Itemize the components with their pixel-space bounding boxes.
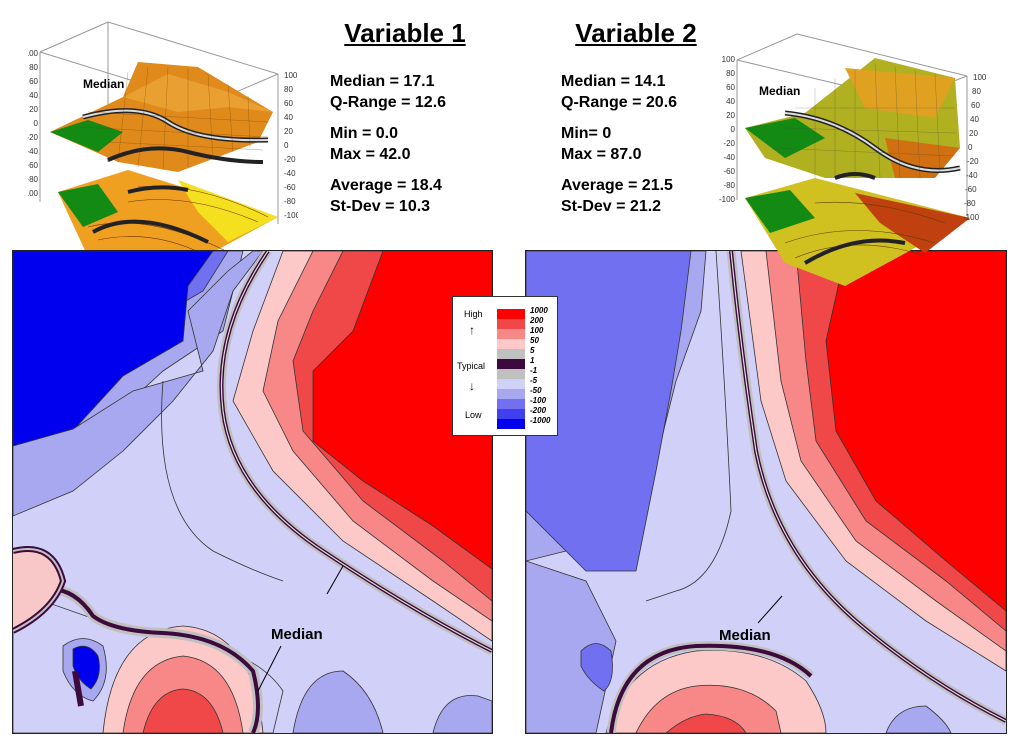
axis-tick-label: 40	[970, 115, 979, 124]
axis-tick-label: -60	[723, 167, 735, 176]
legend-high-label: High	[464, 309, 483, 319]
legend-value: 200	[530, 316, 544, 325]
legend-low-label: Low	[465, 410, 482, 420]
axis-tick-label: -80	[28, 175, 39, 184]
stats-variable-1: Variable 1 Median = 17.1 Q-Range = 12.6 …	[330, 18, 490, 217]
variable-1-min: Min = 0.0	[330, 125, 399, 142]
legend-swatch	[497, 339, 525, 349]
legend-value: -1	[530, 366, 538, 375]
variable-2-stdev: St-Dev = 21.2	[561, 198, 662, 215]
axis-tick-label: 40	[29, 91, 38, 100]
legend-value: -100	[530, 396, 547, 405]
surface-median-label: Median	[759, 84, 800, 98]
surface-thumbnail-variable-2: Median 100 80 60 40 20 0 -20 -40 -60 -80 -100 100 8…	[719, 33, 987, 286]
arrow-up-icon: ↑	[469, 323, 475, 337]
legend-value: 100	[530, 326, 544, 335]
axis-tick-label: -60	[284, 183, 296, 192]
legend-value: 1000	[530, 306, 548, 315]
axis-tick-label: -80	[964, 199, 976, 208]
legend-swatch	[497, 359, 525, 369]
contour-map-variable-1: Median	[12, 250, 493, 734]
surface-thumbnail-variable-1: Median 100 80 60 40 20 0 -20 -40 -60 -80 -100 100 8…	[28, 21, 298, 282]
axis-tick-label: -60	[965, 185, 977, 194]
axis-tick-label: 40	[284, 113, 293, 122]
axis-tick-label: -80	[723, 181, 735, 190]
map-2-median-label: Median	[719, 627, 771, 644]
axis-tick-label: 20	[726, 111, 735, 120]
axis-tick-label: -60	[28, 161, 39, 170]
surface-median-label: Median	[83, 77, 124, 91]
legend-value: -200	[530, 406, 547, 415]
legend-swatch	[497, 379, 525, 389]
legend-swatch	[497, 389, 525, 399]
legend-swatch	[497, 309, 525, 319]
axis-tick-label: 100	[284, 71, 298, 80]
variable-2-min: Min= 0	[561, 125, 612, 142]
legend-value: 1	[530, 356, 535, 365]
color-legend: High ↑ Typical ↓ Low 1000 200 100 50 5 1 -1 -5-…	[452, 296, 558, 436]
variable-1-title: Variable 1	[344, 18, 466, 48]
axis-tick-label: 40	[726, 97, 735, 106]
map-1-median-label: Median	[271, 626, 323, 643]
axis-tick-label: 80	[29, 63, 38, 72]
variable-1-qrange: Q-Range = 12.6	[330, 94, 447, 111]
legend-swatch	[497, 399, 525, 409]
axis-tick-label: 60	[284, 99, 293, 108]
legend-swatch	[497, 349, 525, 359]
axis-tick-label: -100	[284, 211, 298, 220]
axis-tick-label: -40	[284, 169, 296, 178]
legend-value: -1000	[530, 416, 551, 425]
arrow-down-icon: ↓	[469, 379, 475, 393]
legend-swatch	[497, 319, 525, 329]
axis-tick-label: -80	[284, 197, 296, 206]
axis-tick-label: -100	[28, 189, 39, 198]
axis-tick-label: 80	[972, 87, 981, 96]
axis-tick-label: -40	[28, 147, 39, 156]
stats-variable-2: Variable 2 Median = 14.1 Q-Range = 20.6 …	[561, 18, 721, 217]
axis-tick-label: 60	[971, 101, 980, 110]
axis-tick-label: -20	[28, 133, 39, 142]
axis-tick-label: 0	[731, 125, 736, 134]
legend-swatch	[497, 409, 525, 419]
axis-tick-label: 60	[726, 83, 735, 92]
axis-tick-label: -100	[963, 213, 980, 222]
axis-tick-label: -20	[723, 139, 735, 148]
axis-tick-label: 60	[29, 77, 38, 86]
variable-2-max: Max = 87.0	[561, 146, 642, 163]
contour-map-variable-2: Median	[525, 250, 1007, 734]
variable-2-title: Variable 2	[575, 18, 697, 48]
axis-tick-label: 80	[726, 69, 735, 78]
legend-value: -50	[530, 386, 542, 395]
legend-value: 5	[530, 346, 535, 355]
axis-tick-label: 20	[29, 105, 38, 114]
axis-tick-label: 0	[284, 141, 289, 150]
axis-tick-label: 100	[973, 73, 987, 82]
axis-tick-label: 20	[284, 127, 293, 136]
axis-tick-label: -40	[966, 171, 978, 180]
variable-1-max: Max = 42.0	[330, 146, 411, 163]
axis-tick-label: -40	[723, 153, 735, 162]
variable-1-median: Median = 17.1	[330, 73, 435, 90]
variable-2-median: Median = 14.1	[561, 73, 666, 90]
variable-1-average: Average = 18.4	[330, 177, 442, 194]
axis-tick-label: 100	[28, 49, 39, 58]
variable-2-average: Average = 21.5	[561, 177, 673, 194]
axis-tick-label: 100	[722, 55, 736, 64]
axis-tick-label: -100	[719, 195, 736, 204]
axis-tick-label: -20	[967, 157, 979, 166]
legend-value: -5	[530, 376, 538, 385]
axis-tick-label: 0	[34, 119, 39, 128]
variable-1-stdev: St-Dev = 10.3	[330, 198, 431, 215]
legend-swatch	[497, 419, 525, 429]
legend-typical-label: Typical	[457, 361, 486, 371]
axis-tick-label: 0	[968, 143, 973, 152]
legend-swatch	[497, 369, 525, 379]
axis-tick-label: 20	[969, 129, 978, 138]
legend-value: 50	[530, 336, 539, 345]
variable-2-qrange: Q-Range = 20.6	[561, 94, 678, 111]
legend-swatch	[497, 329, 525, 339]
axis-tick-label: 80	[284, 85, 293, 94]
axis-tick-label: -20	[284, 155, 296, 164]
